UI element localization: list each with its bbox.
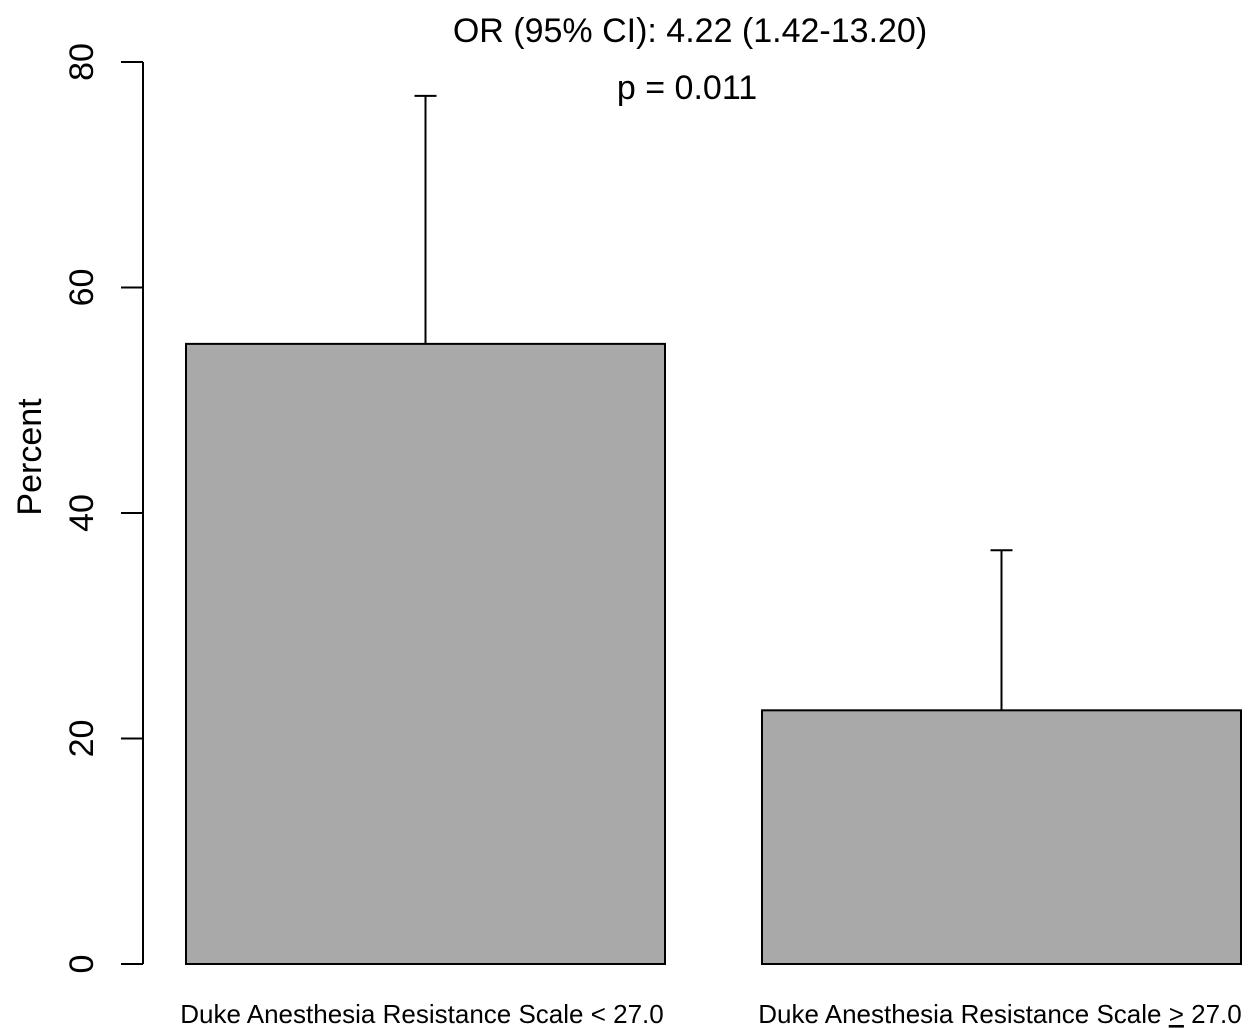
x-category-label: Duke Anesthesia Resistance Scale < 27.0 xyxy=(180,999,663,1028)
y-tick-label: 0 xyxy=(63,955,101,974)
y-tick-label: 20 xyxy=(63,720,101,758)
x-axis-labels: Duke Anesthesia Resistance Scale < 27.0 D… xyxy=(180,999,1241,1028)
x-category-label: Duke Anesthesia Resistance Scale > 27.0 xyxy=(758,999,1241,1028)
bars xyxy=(185,94,1242,965)
y-tick-label: 60 xyxy=(63,269,101,307)
x-category-label-text: Duke Anesthesia Resistance Scale xyxy=(758,999,1168,1028)
x-category-label-underlined: > xyxy=(1169,999,1184,1028)
y-axis-label: Percent xyxy=(11,398,49,516)
x-category-label-text: 27.0 xyxy=(1184,999,1242,1028)
y-tick-label: 40 xyxy=(63,494,101,532)
y-tick-label: 80 xyxy=(63,43,101,81)
bar xyxy=(185,342,666,965)
annotation-p-value: p = 0.011 xyxy=(617,69,757,107)
x-category-label-text: Duke Anesthesia Resistance Scale < 27.0 xyxy=(180,999,663,1028)
bar xyxy=(761,709,1242,965)
y-axis: 0 20 40 60 80 xyxy=(63,43,144,974)
annotation-odds-ratio: OR (95% CI): 4.22 (1.42-13.20) xyxy=(453,12,927,50)
